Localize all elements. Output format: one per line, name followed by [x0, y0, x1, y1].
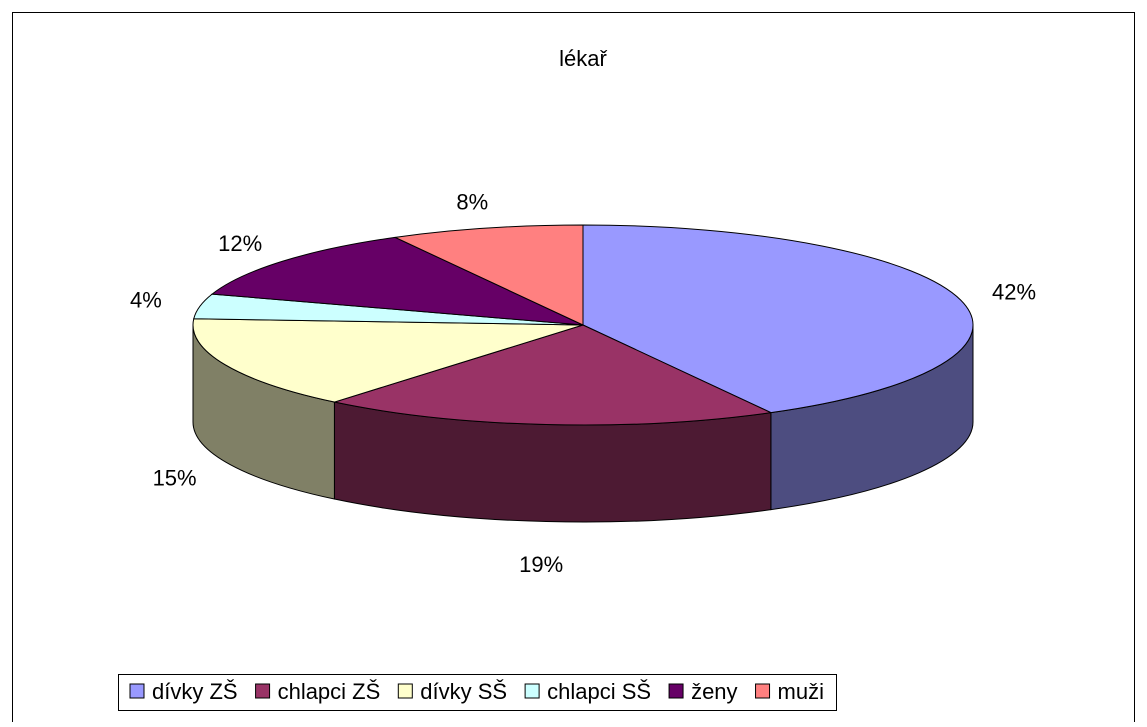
data-label: 42% — [992, 280, 1036, 305]
legend-swatch — [755, 683, 771, 699]
legend-label: chlapci SŠ — [547, 679, 651, 704]
chart-title: lékař — [559, 46, 607, 71]
data-label: 4% — [130, 287, 162, 312]
slice — [393, 224, 584, 326]
legend-label: muži — [778, 679, 824, 704]
slice — [582, 224, 974, 414]
legend-swatch — [524, 683, 540, 699]
legend-swatch — [668, 683, 684, 699]
legend-label: ženy — [691, 679, 737, 704]
data-label: 8% — [456, 190, 488, 215]
slice — [332, 324, 773, 426]
data-label: 19% — [519, 552, 563, 577]
legend-label: dívky ZŠ — [152, 679, 238, 704]
legend-swatch — [397, 683, 413, 699]
slice — [192, 318, 584, 403]
data-label: 15% — [153, 465, 197, 490]
legend-swatch — [255, 683, 271, 699]
legend-label: chlapci ZŠ — [278, 679, 381, 704]
slice — [210, 236, 584, 326]
data-label: 12% — [218, 231, 262, 256]
legend-label: dívky SŠ — [420, 679, 507, 704]
legend — [118, 674, 837, 711]
legend-swatch — [129, 683, 145, 699]
